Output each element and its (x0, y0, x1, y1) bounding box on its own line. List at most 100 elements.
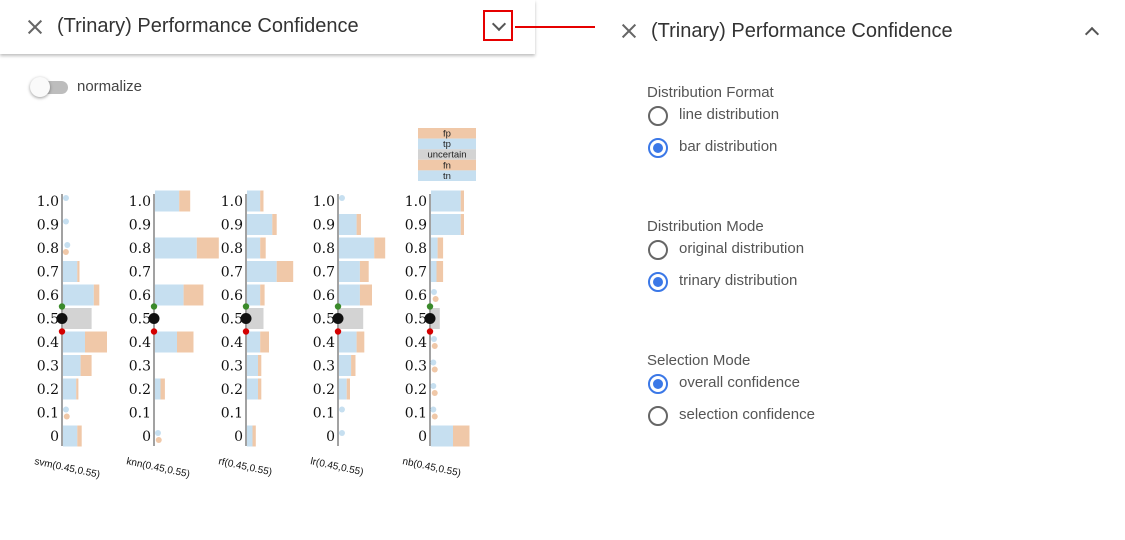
bar-incorrect (272, 214, 277, 235)
y-tick-label: 0.4 (129, 335, 151, 351)
y-tick-label: 0 (326, 429, 335, 445)
bar-incorrect (359, 261, 369, 282)
close-icon[interactable] (620, 22, 638, 40)
bar-incorrect (177, 331, 194, 353)
dot-correct (430, 359, 437, 366)
y-tick-label: 0.1 (405, 406, 427, 422)
y-tick-label: 0.3 (405, 359, 427, 375)
bar-incorrect (179, 190, 191, 212)
bar-correct (247, 214, 273, 235)
threshold-center-marker (240, 313, 252, 324)
y-tick-label: 0.8 (129, 241, 151, 257)
bar-incorrect (77, 261, 80, 282)
dot-correct (430, 336, 437, 342)
radio-button[interactable] (648, 374, 668, 394)
normalize-toggle[interactable] (30, 77, 70, 97)
dot-correct (430, 289, 437, 295)
dot-correct (62, 406, 69, 413)
y-tick-label: 0 (234, 429, 243, 445)
bar-incorrect (260, 331, 269, 353)
bar-correct (155, 331, 177, 353)
dot-correct (154, 430, 161, 436)
bar-correct (339, 355, 352, 376)
lower-threshold-marker (242, 328, 250, 335)
radio-button[interactable] (648, 240, 668, 260)
toggle-knob (30, 77, 50, 97)
radio-button[interactable] (648, 272, 668, 292)
bar-correct (155, 378, 161, 400)
bar-incorrect (183, 284, 204, 306)
y-tick-label: 0.8 (405, 241, 427, 257)
bar-correct (63, 284, 94, 306)
legend-label: fp (443, 129, 451, 140)
radio-label: bar distribution (679, 138, 778, 155)
y-tick-label: 0.5 (405, 312, 427, 328)
y-tick-label: 0.9 (221, 218, 243, 234)
y-tick-label: 0.3 (129, 359, 151, 375)
bar-correct (431, 425, 453, 447)
upper-threshold-marker (334, 303, 342, 310)
collapse-button[interactable] (1083, 22, 1101, 42)
right-panel: (Trinary) Performance Confidence Distrib… (595, 0, 1125, 540)
y-tick-label: 1.0 (221, 194, 243, 210)
dot-incorrect (62, 249, 69, 255)
threshold-center-marker (332, 313, 344, 324)
bar-incorrect (437, 237, 444, 259)
radio-button[interactable] (648, 406, 668, 426)
bar-correct (63, 331, 85, 353)
bar-incorrect (93, 284, 100, 306)
dot-incorrect (432, 296, 439, 302)
panel-title-expanded: (Trinary) Performance Confidence (651, 20, 953, 42)
y-tick-label: 0.9 (313, 218, 335, 234)
dot-incorrect (431, 390, 438, 396)
y-tick-label: 0.4 (405, 335, 427, 351)
dot-correct (430, 383, 437, 389)
dot-correct (430, 406, 437, 413)
bar-correct (247, 237, 261, 259)
y-tick-label: 1.0 (405, 194, 427, 210)
bar-correct (247, 190, 261, 212)
upper-threshold-marker (150, 303, 158, 310)
bar-correct (431, 190, 461, 212)
bar-correct (339, 214, 357, 235)
radio-label: selection confidence (679, 406, 815, 423)
lower-threshold-marker (150, 328, 158, 335)
bar-correct (63, 261, 78, 282)
legend-swatch (418, 128, 476, 139)
bar-incorrect (260, 237, 266, 259)
radio-label: original distribution (679, 240, 805, 257)
legend-swatch (418, 170, 476, 181)
bar-incorrect (436, 261, 444, 282)
bar-correct (247, 378, 258, 400)
y-tick-label: 0.4 (313, 335, 335, 351)
bar-uncertain (339, 308, 364, 329)
expand-button[interactable] (483, 10, 513, 41)
y-tick-label: 0 (142, 429, 151, 445)
legend-label: tp (443, 139, 451, 150)
radio-button[interactable] (648, 138, 668, 158)
y-tick-label: 0.2 (37, 382, 59, 398)
bar-correct (339, 331, 357, 353)
model-label: lr(0.45,0.55) (309, 456, 364, 478)
close-icon[interactable] (26, 18, 44, 36)
model-label: nb(0.45,0.55) (401, 456, 461, 479)
y-tick-label: 0.3 (37, 359, 59, 375)
y-tick-label: 0.1 (129, 406, 151, 422)
bar-incorrect (85, 331, 107, 353)
upper-threshold-marker (242, 303, 250, 310)
y-tick-label: 0.6 (313, 288, 335, 304)
bar-correct (155, 237, 197, 259)
bar-incorrect (160, 378, 165, 400)
dot-correct (338, 430, 345, 436)
bar-correct (339, 378, 347, 400)
y-tick-label: 1.0 (129, 194, 151, 210)
dot-incorrect (431, 343, 438, 349)
y-tick-label: 0.2 (221, 382, 243, 398)
y-tick-label: 0.3 (313, 359, 335, 375)
y-tick-label: 0.6 (37, 288, 59, 304)
radio-button[interactable] (648, 106, 668, 126)
bar-incorrect (460, 214, 464, 235)
bar-incorrect (260, 190, 264, 212)
dot-correct (64, 242, 71, 248)
